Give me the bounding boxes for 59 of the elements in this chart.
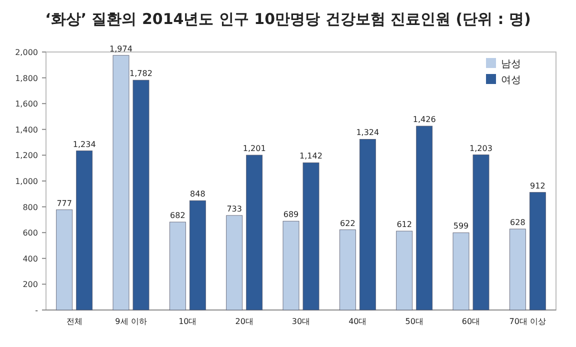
data-label: 1,201 (242, 144, 266, 154)
y-tick-label: 800 (22, 202, 38, 212)
x-tick-label: 10대 (178, 317, 197, 326)
bar (339, 230, 356, 310)
x-tick-label: 전체 (66, 317, 82, 326)
data-label: 689 (283, 210, 299, 220)
y-tick-label: 1,800 (15, 74, 38, 83)
data-label: 777 (56, 198, 72, 208)
data-label: 628 (510, 218, 526, 227)
data-label: 848 (190, 190, 206, 199)
chart-title: ‘화상’ 질환의 2014년도 인구 10만명당 건강보험 진료인원 (단위 : 명) (45, 10, 531, 28)
data-label: 912 (530, 181, 546, 190)
bar (282, 220, 300, 310)
bar (396, 230, 413, 310)
x-tick-label: 20대 (235, 317, 254, 326)
bar (56, 210, 73, 310)
bar (132, 80, 150, 310)
bar (416, 126, 433, 310)
data-label: 612 (396, 220, 412, 230)
y-tick-label: 1,200 (15, 151, 38, 160)
bar (529, 192, 546, 310)
x-tick-label: 70대 이상 (509, 317, 546, 326)
data-label: 733 (226, 204, 242, 214)
bar (302, 162, 320, 310)
bar (246, 154, 263, 310)
y-tick-label: 400 (22, 254, 38, 264)
data-label: 1,324 (356, 128, 380, 138)
x-tick-label: 9세 이하 (115, 317, 147, 326)
legend-label: 여성 (501, 75, 521, 86)
legend-label: 남성 (501, 59, 521, 70)
bar (226, 215, 243, 310)
bar (169, 222, 186, 310)
data-label: 1,426 (412, 115, 436, 124)
y-tick-label: - (35, 306, 38, 315)
x-tick-label: 40대 (348, 317, 367, 326)
bar (509, 228, 526, 310)
data-label: 682 (170, 211, 186, 220)
data-label: 1,142 (300, 152, 322, 161)
bar (359, 139, 376, 310)
x-tick-label: 30대 (292, 317, 310, 326)
y-tick-label: 1,600 (15, 100, 38, 109)
y-tick-label: 1,000 (15, 177, 38, 186)
y-tick-label: 1,400 (15, 125, 38, 134)
bar (189, 200, 206, 310)
bar (472, 154, 490, 310)
data-label: 1,974 (110, 44, 132, 54)
bar (452, 232, 470, 310)
data-label: 1,203 (470, 144, 492, 153)
y-tick-label: 600 (22, 228, 38, 238)
data-label: 1,234 (72, 140, 96, 149)
data-label: 599 (453, 222, 469, 231)
data-label: 622 (340, 218, 356, 228)
y-tick-label: 200 (22, 280, 38, 290)
x-tick-label: 60대 (462, 317, 480, 326)
bar (76, 150, 93, 310)
y-tick-label: 2,000 (15, 48, 38, 57)
data-label: 1,782 (130, 69, 152, 78)
x-tick-label: 50대 (405, 317, 424, 326)
bar (112, 55, 130, 310)
